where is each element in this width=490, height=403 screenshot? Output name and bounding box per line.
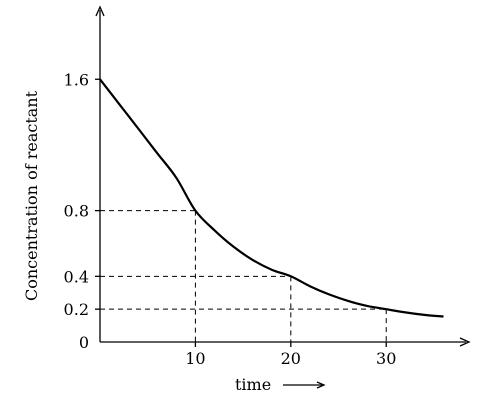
y-axis-arrow: [95, 5, 105, 17]
y-tick-label: 0: [79, 333, 89, 352]
y-axis-label: Concentration of reactant: [22, 90, 41, 301]
x-axis-arrow: [459, 337, 471, 347]
y-tick-label: 0.8: [64, 202, 89, 221]
concentration-curve: [99, 78, 444, 318]
y-tick-label: 0.2: [64, 300, 89, 319]
guide-lines: [100, 210, 387, 342]
x-tick-label: 10: [185, 349, 205, 368]
x-axis-label-arrowhead: [316, 381, 326, 389]
y-tick-label: 1.6: [64, 70, 89, 89]
y-tick-label: 0.4: [64, 267, 89, 286]
x-tick-label: 20: [281, 349, 301, 368]
x-tick-label: 30: [376, 349, 396, 368]
axes: [95, 5, 471, 347]
x-axis-label: time: [235, 375, 271, 394]
ticks: 0 0.2 0.4 0.8 1.6 10 20 30: [64, 70, 397, 368]
